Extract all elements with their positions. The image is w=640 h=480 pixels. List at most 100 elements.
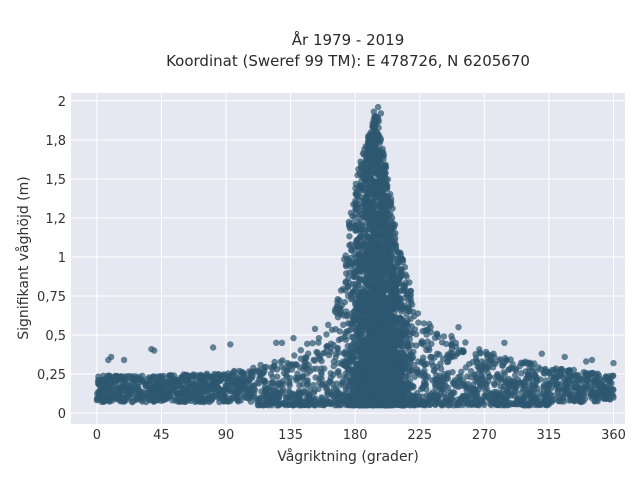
data-point [332, 354, 339, 361]
data-point [610, 386, 617, 393]
data-point [348, 333, 355, 341]
data-point [256, 367, 263, 374]
data-point [193, 376, 200, 383]
data-point [258, 388, 265, 395]
data-point [508, 377, 516, 384]
data-point [216, 398, 223, 406]
data-point [497, 356, 504, 363]
data-point [315, 399, 323, 406]
data-point [369, 223, 377, 231]
data-point [378, 219, 385, 227]
data-point [172, 387, 180, 395]
data-point [222, 382, 229, 389]
data-point [558, 367, 565, 374]
data-point [420, 320, 428, 327]
data-point [545, 383, 553, 390]
data-point [555, 393, 562, 401]
data-point [522, 368, 529, 375]
data-point [400, 358, 408, 365]
data-point [367, 168, 374, 175]
data-point [345, 292, 352, 299]
data-point [321, 365, 328, 372]
data-point [125, 378, 133, 386]
data-point [286, 361, 293, 368]
data-point [404, 343, 411, 350]
data-point [484, 354, 491, 362]
data-point [588, 385, 595, 392]
data-point [394, 352, 402, 360]
data-point [377, 187, 384, 194]
data-point [339, 378, 346, 385]
data-point [195, 381, 202, 389]
data-point [362, 188, 370, 195]
data-point [457, 397, 464, 405]
data-point [422, 402, 429, 409]
data-point [541, 370, 548, 377]
data-point [346, 233, 353, 240]
data-point [437, 360, 444, 367]
data-point [195, 386, 202, 393]
data-point [383, 278, 390, 285]
data-point [378, 272, 385, 280]
data-point [504, 391, 512, 398]
data-point [373, 136, 380, 143]
data-point [401, 264, 409, 271]
data-point [131, 382, 138, 390]
data-point [257, 361, 264, 369]
data-point [341, 298, 348, 306]
data-point [406, 364, 413, 371]
data-point [458, 368, 465, 375]
data-point [247, 398, 255, 405]
data-point [421, 361, 428, 369]
data-point [325, 321, 332, 328]
data-point [301, 387, 308, 394]
data-point [359, 223, 366, 230]
data-point [199, 373, 206, 380]
data-point [344, 342, 351, 350]
data-point [462, 382, 469, 389]
data-point [444, 358, 451, 366]
data-point [247, 369, 255, 376]
data-point [315, 335, 323, 342]
data-point [396, 259, 403, 266]
data-point [522, 391, 530, 398]
data-point [396, 254, 403, 261]
data-point [423, 331, 430, 338]
data-point [224, 395, 232, 403]
data-point [554, 388, 561, 395]
data-point [483, 381, 490, 388]
data-point [549, 397, 556, 404]
data-point [526, 374, 534, 381]
data-point [425, 395, 432, 403]
data-point [379, 198, 386, 205]
data-point [326, 377, 334, 385]
data-point [350, 400, 358, 408]
data-point [557, 372, 564, 379]
data-point [369, 255, 376, 262]
data-points [93, 103, 617, 409]
data-point [344, 320, 352, 327]
data-point [379, 291, 386, 298]
data-point [360, 151, 368, 158]
data-point [471, 391, 478, 398]
data-point [399, 381, 406, 389]
data-point [323, 399, 331, 406]
data-point [192, 398, 199, 406]
data-point [351, 307, 359, 314]
data-point [372, 274, 379, 281]
data-point [269, 395, 276, 402]
data-point [429, 362, 437, 370]
data-point [358, 336, 365, 343]
data-point [363, 202, 370, 210]
data-point [335, 399, 343, 406]
data-point [433, 372, 440, 379]
data-point [389, 205, 396, 212]
data-point [402, 271, 409, 278]
data-point [267, 380, 274, 387]
data-point [407, 315, 414, 323]
data-point [462, 339, 469, 346]
data-point [570, 366, 577, 374]
data-point [532, 368, 539, 375]
data-point [343, 270, 350, 277]
data-point [322, 348, 329, 356]
